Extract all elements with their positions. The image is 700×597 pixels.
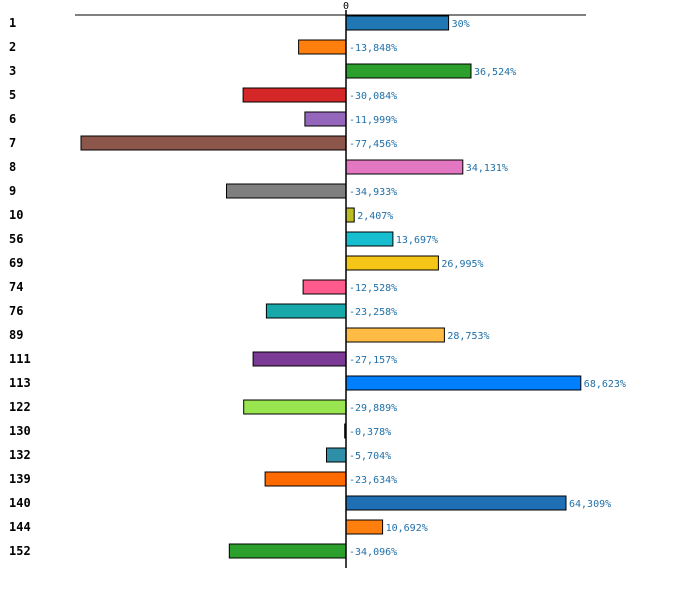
bar-2 <box>298 39 347 55</box>
bar-144 <box>345 519 384 535</box>
value-label-113: 68,623% <box>584 379 626 390</box>
category-label-111: 111 <box>9 352 31 366</box>
bar-76 <box>265 303 347 319</box>
value-label-2: -13,848% <box>349 43 397 54</box>
bar-140 <box>345 495 567 511</box>
bars-layer <box>80 15 582 559</box>
category-label-76: 76 <box>9 304 23 318</box>
bar-5 <box>242 87 347 103</box>
bar-7 <box>80 135 347 151</box>
value-label-140: 64,309% <box>569 499 611 510</box>
bar-122 <box>243 399 347 415</box>
category-label-122: 122 <box>9 400 31 414</box>
value-label-152: -34,096% <box>349 547 397 558</box>
bar-1 <box>345 15 450 31</box>
category-label-113: 113 <box>9 376 31 390</box>
bar-8 <box>345 159 464 175</box>
labels-layer: 1 30% 2 -13,848% 3 36,524% 5 -30,084% 6 -11,999% 7… <box>9 16 626 558</box>
category-label-140: 140 <box>9 496 31 510</box>
category-label-1: 1 <box>9 16 16 30</box>
category-label-132: 132 <box>9 448 31 462</box>
category-label-89: 89 <box>9 328 23 342</box>
value-label-56: 13,697% <box>396 235 438 246</box>
value-label-5: -30,084% <box>349 91 397 102</box>
value-label-111: -27,157% <box>349 355 397 366</box>
bar-69 <box>345 255 439 271</box>
value-label-130: -0,378% <box>349 427 391 438</box>
category-label-6: 6 <box>9 112 16 126</box>
bar-111 <box>252 351 347 367</box>
value-label-69: 26,995% <box>441 259 483 270</box>
value-label-3: 36,524% <box>474 67 516 78</box>
category-label-10: 10 <box>9 208 23 222</box>
category-label-7: 7 <box>9 136 16 150</box>
bar-89 <box>345 327 445 343</box>
category-label-139: 139 <box>9 472 31 486</box>
value-label-76: -23,258% <box>349 307 397 318</box>
category-label-8: 8 <box>9 160 16 174</box>
bar-3 <box>345 63 472 79</box>
category-label-144: 144 <box>9 520 31 534</box>
bar-56 <box>345 231 394 247</box>
value-label-132: -5,704% <box>349 451 391 462</box>
bar-10 <box>345 207 355 223</box>
value-label-9: -34,933% <box>349 187 397 198</box>
bar-74 <box>302 279 347 295</box>
bar-6 <box>304 111 347 127</box>
value-label-122: -29,889% <box>349 403 397 414</box>
category-label-152: 152 <box>9 544 31 558</box>
value-label-1: 30% <box>452 19 470 30</box>
category-label-3: 3 <box>9 64 16 78</box>
value-label-139: -23,634% <box>349 475 397 486</box>
category-label-130: 130 <box>9 424 31 438</box>
value-label-6: -11,999% <box>349 115 397 126</box>
bar-113 <box>345 375 582 391</box>
bar-9 <box>226 183 347 199</box>
value-label-7: -77,456% <box>349 139 397 150</box>
category-label-9: 9 <box>9 184 16 198</box>
zero-tick-label: 0 <box>343 1 349 12</box>
value-label-144: 10,692% <box>386 523 428 534</box>
value-label-89: 28,753% <box>447 331 489 342</box>
bar-139 <box>264 471 347 487</box>
value-label-8: 34,131% <box>466 163 508 174</box>
category-label-2: 2 <box>9 40 16 54</box>
value-label-74: -12,528% <box>349 283 397 294</box>
category-label-74: 74 <box>9 280 23 294</box>
category-label-56: 56 <box>9 232 23 246</box>
category-label-69: 69 <box>9 256 23 270</box>
value-label-10: 2,407% <box>357 211 393 222</box>
bar-152 <box>228 543 347 559</box>
bar-132 <box>326 447 347 463</box>
category-label-5: 5 <box>9 88 16 102</box>
